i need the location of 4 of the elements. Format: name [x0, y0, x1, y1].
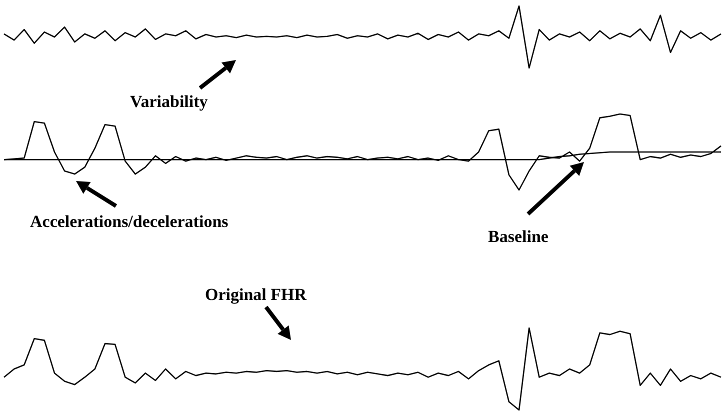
- text: Accelerations/decelerations: [30, 212, 228, 232]
- text: Variability: [130, 92, 208, 112]
- text: Baseline: [488, 227, 548, 247]
- text: Original FHR: [205, 285, 307, 305]
